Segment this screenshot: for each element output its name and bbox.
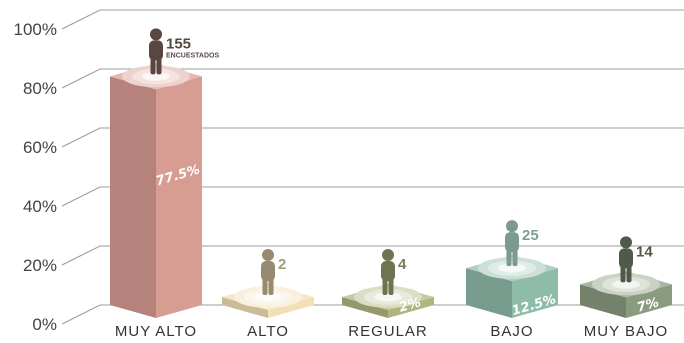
bar-left-face bbox=[466, 268, 512, 318]
count-unit-label: ENCUESTADOS bbox=[166, 52, 219, 59]
bar-regular: 4 2% REGULAR bbox=[342, 249, 434, 340]
count-label: 155 bbox=[166, 35, 191, 52]
person-icon bbox=[149, 40, 163, 61]
gridline bbox=[61, 186, 684, 207]
gridline bbox=[61, 245, 684, 266]
category-label: MUY ALTO bbox=[115, 323, 197, 340]
person-icon-head bbox=[620, 236, 632, 249]
person-icon-head bbox=[506, 220, 518, 233]
gridline bbox=[61, 127, 684, 148]
bar-top-ring bbox=[374, 292, 402, 302]
y-tick-label: 40% bbox=[23, 197, 57, 216]
bar-left-face bbox=[580, 284, 626, 318]
bar-top-ring bbox=[498, 263, 526, 273]
count-label: 2 bbox=[278, 256, 286, 273]
bar-left-face bbox=[342, 297, 388, 318]
person-icon-head bbox=[382, 249, 394, 261]
bar-right-face bbox=[156, 76, 202, 318]
person-icon-leg bbox=[506, 248, 512, 267]
person-icon-leg bbox=[150, 56, 156, 75]
person-icon-head bbox=[150, 28, 162, 41]
person-icon-leg bbox=[626, 264, 632, 283]
gridline bbox=[61, 9, 684, 30]
category-label: BAJO bbox=[490, 323, 533, 340]
person-icon bbox=[505, 232, 519, 253]
count-label: 4 bbox=[398, 256, 407, 273]
person-icon-leg bbox=[620, 264, 626, 283]
y-tick-label: 60% bbox=[23, 138, 57, 157]
bar-alto: 2 ALTO bbox=[222, 249, 314, 340]
y-tick-label: 80% bbox=[23, 79, 57, 98]
bar-top-ring bbox=[142, 71, 170, 81]
gridline bbox=[61, 68, 684, 89]
value-label: 7% bbox=[635, 295, 660, 316]
person-icon-leg bbox=[382, 277, 388, 295]
bar-muy-bajo: 14 7% MUY BAJO bbox=[580, 236, 672, 340]
person-icon-head bbox=[262, 249, 274, 261]
bar-left-face bbox=[110, 76, 156, 318]
bar-top-ring bbox=[254, 292, 282, 302]
count-label: 14 bbox=[636, 243, 653, 260]
person-icon-leg bbox=[512, 248, 518, 267]
bar-left-face bbox=[222, 297, 268, 318]
y-tick-label: 20% bbox=[23, 256, 57, 275]
bar-right-face bbox=[268, 297, 314, 318]
category-label: MUY BAJO bbox=[584, 323, 668, 340]
person-icon-leg bbox=[388, 277, 394, 295]
bar-right-face bbox=[388, 297, 434, 318]
y-tick-label: 0% bbox=[32, 315, 57, 334]
category-label: ALTO bbox=[247, 323, 289, 340]
y-tick-label: 100% bbox=[14, 20, 57, 39]
person-icon bbox=[381, 261, 395, 281]
value-label: 2% bbox=[397, 295, 422, 316]
person-icon bbox=[619, 248, 633, 269]
person-icon bbox=[261, 261, 275, 281]
person-icon-leg bbox=[262, 277, 268, 295]
bar-top-ring bbox=[612, 279, 640, 289]
person-icon-leg bbox=[156, 56, 162, 75]
bar-right-face bbox=[626, 284, 672, 318]
category-label: REGULAR bbox=[348, 323, 428, 340]
bar-right-face bbox=[512, 268, 558, 318]
person-icon-leg bbox=[268, 277, 274, 295]
count-label: 25 bbox=[522, 227, 539, 244]
